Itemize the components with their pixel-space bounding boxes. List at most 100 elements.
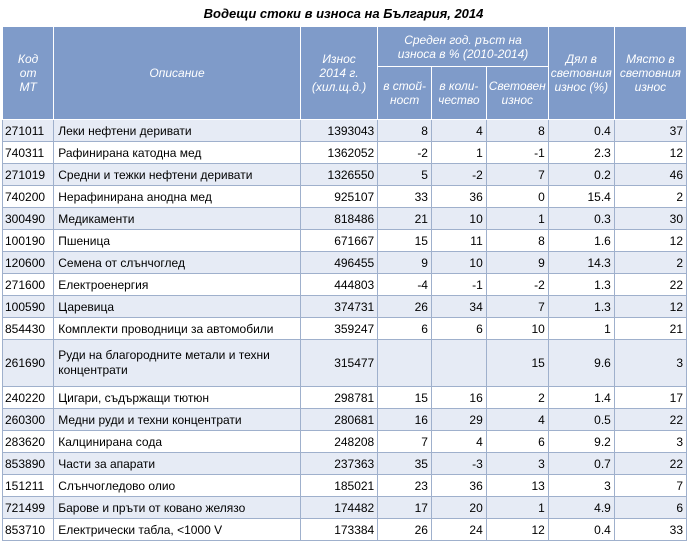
cell-growth-quantity: -1 — [430, 273, 487, 296]
cell-growth-quantity: 4 — [430, 430, 487, 453]
cell-export: 248208 — [299, 430, 379, 453]
cell-growth-quantity: 11 — [430, 229, 487, 252]
cell-growth-world: 15 — [485, 339, 549, 387]
cell-export: 174482 — [299, 496, 379, 519]
cell-world-rank: 37 — [613, 119, 687, 142]
cell-world-rank: 30 — [613, 207, 687, 230]
cell-world-rank: 17 — [613, 386, 687, 409]
cell-description: Пшеница — [53, 229, 301, 252]
cell-growth-world: 2 — [485, 386, 549, 409]
cell-description: Електрически табла, <1000 V — [53, 518, 301, 541]
cell-growth-world: -1 — [485, 141, 549, 164]
cell-growth-quantity: -2 — [430, 163, 487, 186]
cell-description: Руди на благородните метали и техни конц… — [53, 339, 301, 387]
cell-world-share: 0.2 — [547, 163, 615, 186]
table-title: Водещи стоки в износа на България, 2014 — [203, 6, 484, 21]
cell-growth-world: 7 — [485, 163, 549, 186]
cell-growth-value: 15 — [377, 386, 432, 409]
cell-world-rank: 33 — [613, 518, 687, 541]
cell-code: 740311 — [1, 141, 55, 164]
cell-growth-world: 4 — [485, 408, 549, 431]
cell-world-share: 4.9 — [547, 496, 615, 519]
cell-code: 261690 — [1, 339, 55, 387]
cell-growth-value: -2 — [377, 141, 432, 164]
table-body: 271011 Леки нефтени деривати 1393043 8 4 8 0.4… — [1, 119, 687, 541]
cell-world-rank: 12 — [613, 295, 687, 318]
cell-growth-quantity: 24 — [430, 518, 487, 541]
cell-description: Средни и тежки нефтени деривати — [53, 163, 301, 186]
cell-code: 271011 — [1, 119, 55, 142]
cell-world-share: 1.3 — [547, 295, 615, 318]
header-growth-group: Среден год. ръст на износа в % (2010-2014… — [377, 26, 549, 67]
cell-world-rank: 22 — [613, 273, 687, 296]
table-row: 853710 Електрически табла, <1000 V 173384 2… — [1, 518, 687, 541]
cell-description: Части за апарати — [53, 452, 301, 475]
table-row: 300490 Медикаменти 818486 21 10 1 0.3 30 — [1, 207, 687, 230]
cell-world-rank: 22 — [613, 452, 687, 475]
cell-export: 185021 — [299, 474, 379, 497]
table-row: 271600 Електроенергия 444803 -4 -1 -2 1.3 22 — [1, 273, 687, 296]
cell-export: 444803 — [299, 273, 379, 296]
cell-code: 740200 — [1, 185, 55, 208]
cell-code: 271600 — [1, 273, 55, 296]
cell-growth-value: 23 — [377, 474, 432, 497]
cell-world-share: 0.3 — [547, 207, 615, 230]
cell-description: Слънчогледово олио — [53, 474, 301, 497]
cell-world-rank: 12 — [613, 141, 687, 164]
table-row: 721499 Барове и пръти от ковано желязо 174… — [1, 496, 687, 519]
header-export: Износ 2014 г. (хил.щ.д.) — [299, 26, 379, 120]
cell-export: 1362052 — [299, 141, 379, 164]
cell-growth-value: 21 — [377, 207, 432, 230]
cell-export: 315477 — [299, 339, 379, 387]
cell-growth-value — [377, 339, 432, 387]
exports-table: Код от МТ Описание Износ 2014 г. (хил.щ.д.) … — [1, 26, 687, 541]
table-row: 854430 Комплекти проводници за автомобили… — [1, 317, 687, 340]
header-value: в стой-ност — [377, 66, 432, 120]
cell-growth-world: 3 — [485, 452, 549, 475]
cell-world-rank: 7 — [613, 474, 687, 497]
cell-growth-value: 26 — [377, 295, 432, 318]
cell-export: 173384 — [299, 518, 379, 541]
cell-code: 283620 — [1, 430, 55, 453]
cell-growth-world: 0 — [485, 185, 549, 208]
cell-code: 853710 — [1, 518, 55, 541]
cell-export: 237363 — [299, 452, 379, 475]
cell-world-rank: 2 — [613, 185, 687, 208]
cell-growth-quantity: 1 — [430, 141, 487, 164]
cell-world-rank: 3 — [613, 339, 687, 387]
cell-code: 854430 — [1, 317, 55, 340]
cell-growth-quantity: 10 — [430, 251, 487, 274]
cell-description: Калцинирана сода — [53, 430, 301, 453]
cell-growth-quantity: 36 — [430, 474, 487, 497]
cell-growth-quantity: 6 — [430, 317, 487, 340]
cell-growth-world: 10 — [485, 317, 549, 340]
cell-growth-value: 33 — [377, 185, 432, 208]
cell-growth-world: 9 — [485, 251, 549, 274]
cell-growth-value: 7 — [377, 430, 432, 453]
table-row: 100190 Пшеница 671667 15 11 8 1.6 12 — [1, 229, 687, 252]
table-row: 283620 Калцинирана сода 248208 7 4 6 9.2 3 — [1, 430, 687, 453]
cell-world-rank: 2 — [613, 251, 687, 274]
cell-code: 271019 — [1, 163, 55, 186]
cell-growth-quantity: -3 — [430, 452, 487, 475]
cell-description: Семена от слънчоглед — [53, 251, 301, 274]
cell-export: 671667 — [299, 229, 379, 252]
header-quantity: в коли-чество — [430, 66, 487, 120]
cell-world-share: 9.2 — [547, 430, 615, 453]
table-row: 260300 Медни руди и техни концентрати 2806… — [1, 408, 687, 431]
cell-world-share: 0.4 — [547, 119, 615, 142]
cell-export: 298781 — [299, 386, 379, 409]
cell-growth-quantity: 36 — [430, 185, 487, 208]
table-row: 740311 Рафинирана катодна мед 1362052 -2 1 -1… — [1, 141, 687, 164]
cell-world-rank: 22 — [613, 408, 687, 431]
cell-growth-world: 1 — [485, 207, 549, 230]
cell-world-share: 3 — [547, 474, 615, 497]
header-share: Дял в световния износ (%) — [547, 26, 615, 120]
cell-world-rank: 46 — [613, 163, 687, 186]
cell-growth-quantity — [430, 339, 487, 387]
cell-description: Цигари, съдържащи тютюн — [53, 386, 301, 409]
cell-growth-world: 13 — [485, 474, 549, 497]
cell-world-rank: 12 — [613, 229, 687, 252]
cell-description: Електроенергия — [53, 273, 301, 296]
cell-world-share: 2.3 — [547, 141, 615, 164]
